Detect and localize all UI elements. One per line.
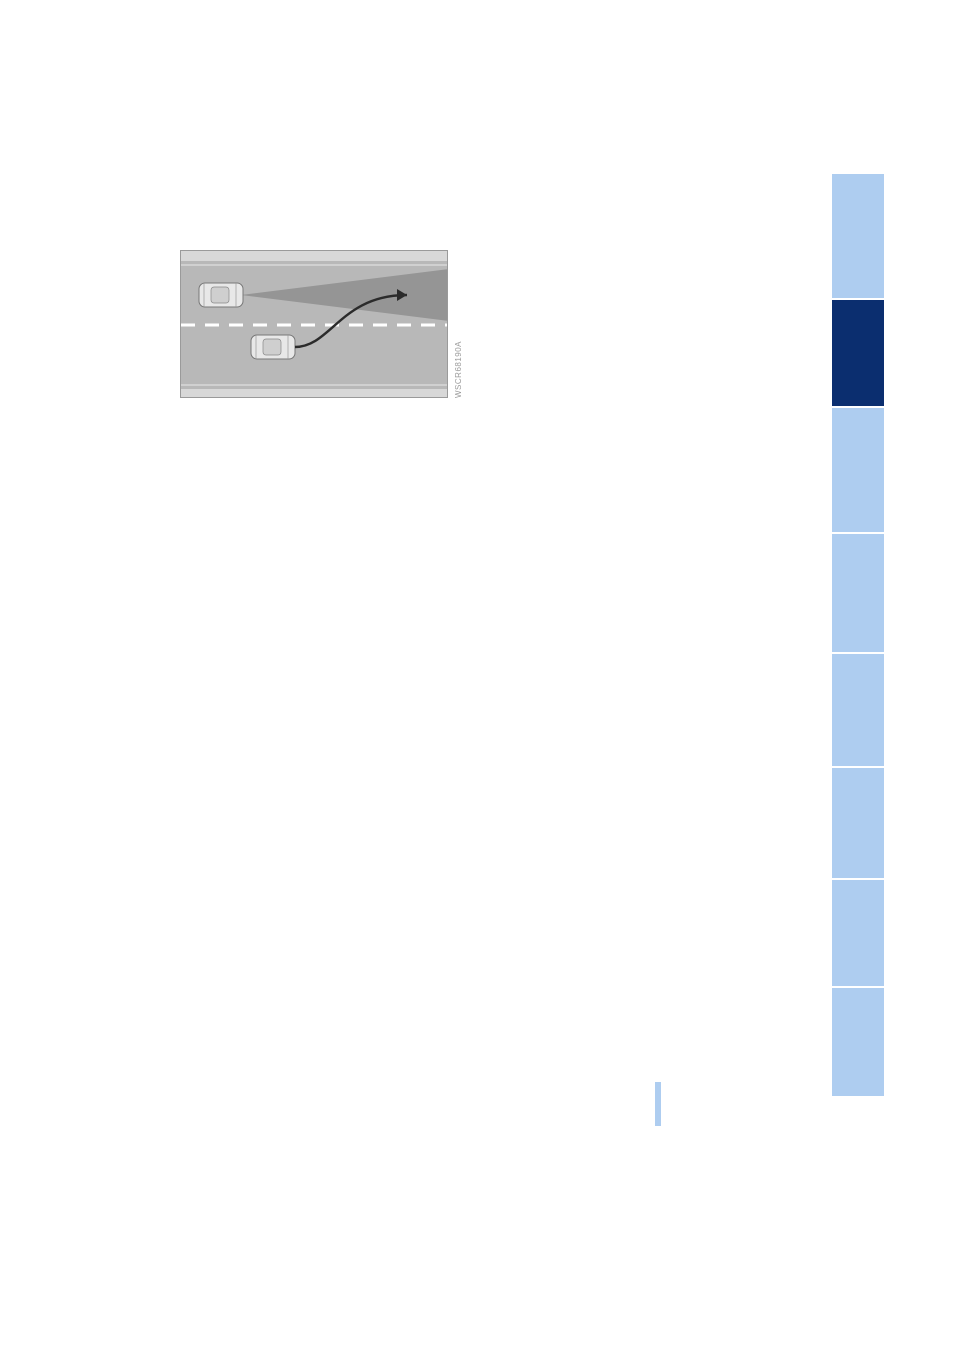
- figure-code: WSCR68190A: [454, 250, 468, 398]
- page: WSCR68190A: [0, 0, 954, 1351]
- tab-5[interactable]: [832, 654, 884, 766]
- illustration-svg: [181, 251, 448, 398]
- tab-8[interactable]: [832, 988, 884, 1096]
- cut-in-car: [251, 335, 295, 359]
- page-number-separator: [655, 1082, 661, 1126]
- tab-6[interactable]: [832, 768, 884, 878]
- lane-cut-in-illustration: [180, 250, 448, 398]
- tab-3[interactable]: [832, 408, 884, 532]
- section-tabs: [832, 174, 884, 1098]
- tab-4[interactable]: [832, 534, 884, 652]
- tab-1[interactable]: [832, 174, 884, 298]
- tab-2-active[interactable]: [832, 300, 884, 406]
- tab-7[interactable]: [832, 880, 884, 986]
- ego-car: [199, 283, 243, 307]
